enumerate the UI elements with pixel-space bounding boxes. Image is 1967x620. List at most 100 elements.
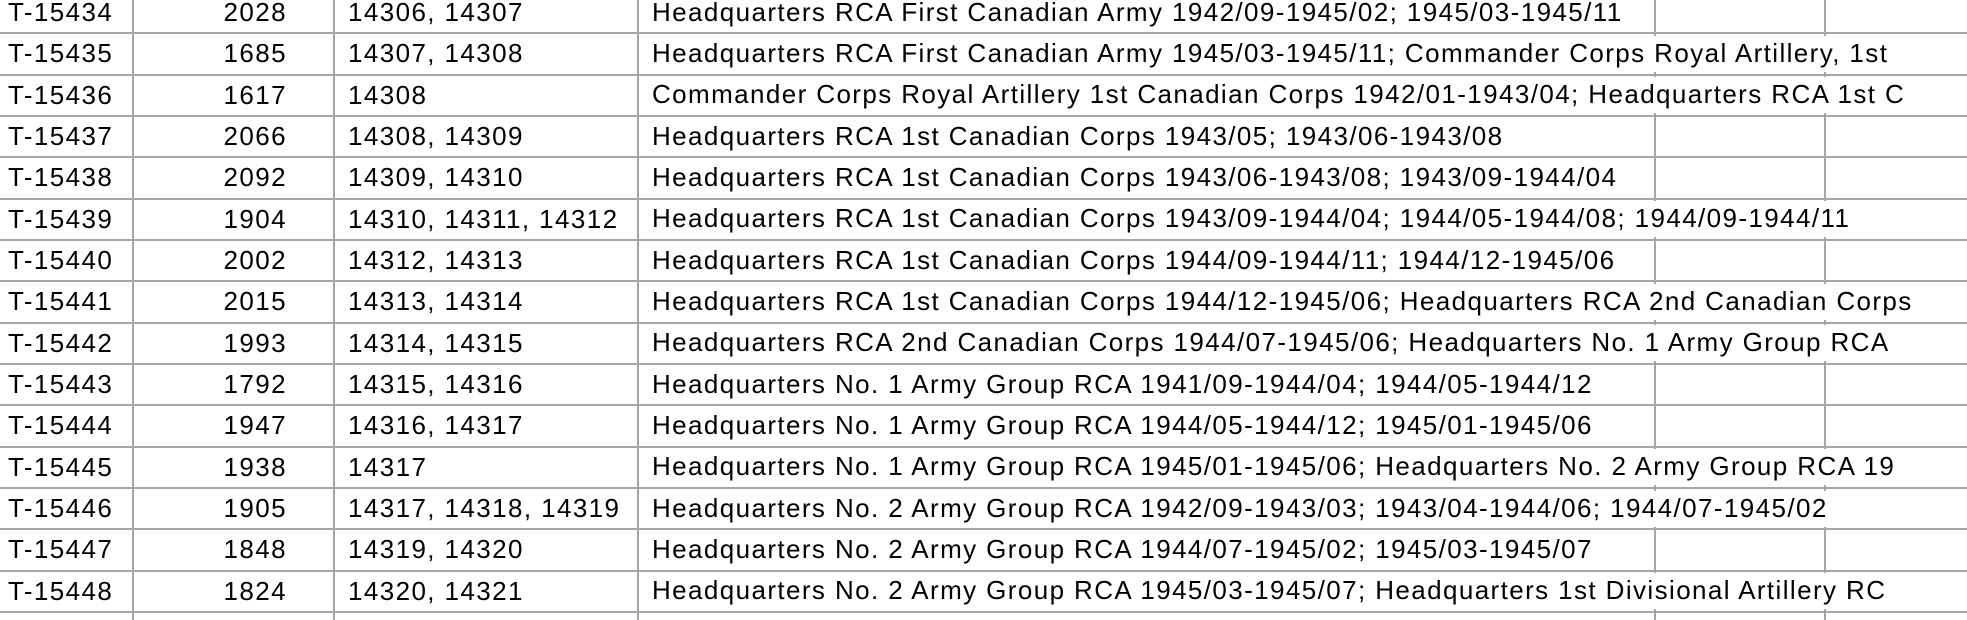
cell-frame-count[interactable]: 1685 xyxy=(134,34,335,74)
reel-id-text: T-15446 xyxy=(8,493,114,524)
cell-description[interactable]: Headquarters RCA 1st Canadian Corps 1944… xyxy=(639,241,1654,280)
cell-description[interactable]: Headquarters No. 2 Army Group RCA 1945/0… xyxy=(639,572,1889,611)
cell-reel-id[interactable]: T-15441 xyxy=(0,282,134,322)
cell-film-numbers[interactable]: 14307, 14308 xyxy=(335,34,639,74)
cell-film-numbers[interactable]: 14319, 14320 xyxy=(335,530,639,570)
frame-count-text: 1792 xyxy=(223,369,287,400)
cell-film-numbers[interactable]: 14308 xyxy=(335,75,639,115)
cell-frame-count[interactable]: 1824 xyxy=(134,571,335,611)
cell-film-numbers[interactable]: 14314, 14315 xyxy=(335,323,639,363)
cell-description[interactable]: Headquarters RCA 1st Canadian Corps 1944… xyxy=(639,282,1915,321)
cell-film-numbers[interactable]: 14320, 14321 xyxy=(335,571,639,611)
frame-count-text: 2066 xyxy=(223,121,287,152)
reel-id-text: T-15442 xyxy=(8,327,114,358)
cell-reel-id[interactable]: T-15437 xyxy=(0,116,134,157)
cell-description[interactable]: Headquarters RCA 2nd Canadian Corps 1944… xyxy=(639,324,1892,363)
cell-empty-2[interactable] xyxy=(1824,488,1967,529)
cell-empty-2[interactable] xyxy=(1824,240,1967,281)
cell-frame-count[interactable]: 2092 xyxy=(134,158,335,198)
cell-empty-2[interactable] xyxy=(1824,0,1967,33)
cell-film-numbers[interactable]: 14317 xyxy=(335,447,639,487)
cell-reel-id[interactable]: T-15435 xyxy=(0,34,134,74)
cell-film-numbers[interactable]: 14310, 14311, 14312 xyxy=(335,199,639,239)
cell-frame-count[interactable]: 1848 xyxy=(134,530,335,570)
cell-empty-1[interactable] xyxy=(1654,612,1824,620)
cell-reel-id[interactable]: T-15447 xyxy=(0,530,134,570)
cell-empty-2[interactable] xyxy=(1824,406,1967,446)
cell-empty-1[interactable] xyxy=(1654,116,1824,157)
cell-description[interactable]: Headquarters RCA First Canadian Army 194… xyxy=(639,0,1654,32)
table-row: T-15438 2092 14309, 14310 Headquarters R… xyxy=(0,158,1967,200)
cell-frame-count[interactable]: 1904 xyxy=(134,199,335,239)
cell-empty-1[interactable] xyxy=(1654,0,1824,33)
cell-reel-id[interactable]: T-15444 xyxy=(0,406,134,446)
cell-description[interactable]: Commander Corps Royal Artillery 1st Cana… xyxy=(639,76,1908,115)
cell-empty-1[interactable] xyxy=(1654,364,1824,405)
cell-film-numbers[interactable]: 14309, 14310 xyxy=(335,158,639,198)
cell-reel-id[interactable] xyxy=(0,612,134,620)
cell-description[interactable]: Headquarters RCA First Canadian Army 194… xyxy=(639,34,1891,73)
cell-film-numbers[interactable]: 14306, 14307 xyxy=(335,0,639,33)
cell-description[interactable]: Headquarters No. 1 Army Group RCA 1944/0… xyxy=(639,406,1654,445)
cell-film-numbers[interactable]: 14313, 14314 xyxy=(335,282,639,322)
cell-film-numbers[interactable]: 14315, 14316 xyxy=(335,364,639,405)
cell-empty-2[interactable] xyxy=(1824,116,1967,157)
cell-reel-id[interactable]: T-15440 xyxy=(0,240,134,281)
frame-count-text: 2028 xyxy=(223,0,287,28)
cell-empty-2[interactable] xyxy=(1824,158,1967,198)
cell-description[interactable]: Headquarters RCA 1st Canadian Corps 1943… xyxy=(639,200,1853,239)
cell-film-numbers[interactable] xyxy=(335,612,639,620)
cell-film-numbers[interactable]: 14317, 14318, 14319 xyxy=(335,488,639,529)
cell-empty-1[interactable] xyxy=(1654,240,1824,281)
cell-description[interactable]: Headquarters No. 1 Army Group RCA 1941/0… xyxy=(639,365,1654,404)
cell-reel-id[interactable]: T-15442 xyxy=(0,323,134,363)
cell-frame-count[interactable] xyxy=(134,612,335,620)
cell-frame-count[interactable]: 1617 xyxy=(134,75,335,115)
cell-reel-id[interactable]: T-15448 xyxy=(0,571,134,611)
cell-film-numbers[interactable]: 14316, 14317 xyxy=(335,406,639,446)
description-text: Headquarters RCA 1st Canadian Corps 1943… xyxy=(639,201,1853,238)
cell-description[interactable]: Headquarters No. 2 Army Group RCA 1942/0… xyxy=(639,489,1830,528)
cell-description[interactable]: Headquarters RCA 1st Canadian Corps 1943… xyxy=(639,158,1654,197)
cell-empty-1[interactable] xyxy=(1654,406,1824,446)
cell-frame-count[interactable]: 1792 xyxy=(134,364,335,405)
cell-film-numbers[interactable]: 14312, 14313 xyxy=(335,240,639,281)
description-text: Headquarters No. 2 Army Group RCA 1942/0… xyxy=(639,490,1830,527)
reel-id-text: T-15438 xyxy=(8,162,114,193)
cell-empty-2[interactable] xyxy=(1824,612,1967,620)
cell-frame-count[interactable]: 2066 xyxy=(134,116,335,157)
cell-description[interactable]: Headquarters No. 1 Army Group RCA 1945/0… xyxy=(639,448,1898,487)
description-text: Headquarters RCA 1st Canadian Corps 1944… xyxy=(639,242,1618,279)
cell-frame-count[interactable]: 1993 xyxy=(134,323,335,363)
cell-frame-count[interactable]: 1938 xyxy=(134,447,335,487)
reel-id-text: T-15445 xyxy=(8,451,114,482)
cell-film-numbers[interactable]: 14308, 14309 xyxy=(335,116,639,157)
cell-reel-id[interactable]: T-15438 xyxy=(0,158,134,198)
cell-frame-count[interactable]: 1947 xyxy=(134,406,335,446)
cell-empty-2[interactable] xyxy=(1824,530,1967,570)
cell-reel-id[interactable]: T-15439 xyxy=(0,199,134,239)
cell-frame-count[interactable]: 2028 xyxy=(134,0,335,33)
description-text: Headquarters No. 2 Army Group RCA 1944/0… xyxy=(639,531,1595,568)
cell-reel-id[interactable]: T-15436 xyxy=(0,75,134,115)
cell-empty-1[interactable] xyxy=(1654,530,1824,570)
cell-description[interactable] xyxy=(639,613,1654,620)
cell-reel-id[interactable]: T-15446 xyxy=(0,488,134,529)
cell-empty-2[interactable] xyxy=(1824,364,1967,405)
cell-description[interactable]: Headquarters No. 2 Army Group RCA 1944/0… xyxy=(639,530,1654,569)
table-row: T-15446 1905 14317, 14318, 14319 Headqua… xyxy=(0,488,1967,531)
description-text: Headquarters RCA 2nd Canadian Corps 1944… xyxy=(639,325,1892,362)
frame-count-text: 1824 xyxy=(223,575,287,606)
description-text: Commander Corps Royal Artillery 1st Cana… xyxy=(639,77,1908,114)
cell-frame-count[interactable]: 2002 xyxy=(134,240,335,281)
cell-reel-id[interactable]: T-15445 xyxy=(0,447,134,487)
cell-frame-count[interactable]: 1905 xyxy=(134,488,335,529)
cell-description[interactable]: Headquarters RCA 1st Canadian Corps 1943… xyxy=(639,117,1654,156)
cell-frame-count[interactable]: 2015 xyxy=(134,282,335,322)
description-text: Headquarters RCA 1st Canadian Corps 1943… xyxy=(639,159,1620,196)
cell-empty-1[interactable] xyxy=(1654,158,1824,198)
cell-reel-id[interactable]: T-15443 xyxy=(0,364,134,405)
cell-reel-id[interactable]: T-15434 xyxy=(0,0,134,33)
table-row: T-15440 2002 14312, 14313 Headquarters R… xyxy=(0,240,1967,283)
